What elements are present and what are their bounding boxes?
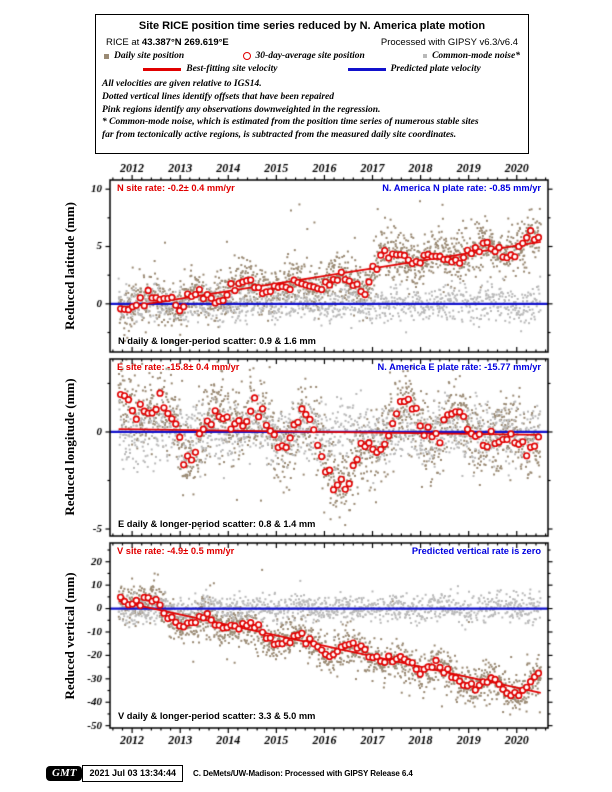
footer: GMT 2021 Jul 03 13:34:44 C. DeMets/UW-Ma… xyxy=(46,765,413,782)
y-axis-label-latitude: Reduced latitude (mm) xyxy=(62,202,77,330)
site-coordinates: 43.387°N 269.619°E xyxy=(141,37,229,48)
header-subrow: RICE at 43.387°N 269.619°E Processed wit… xyxy=(102,37,522,48)
best-fit-line-icon xyxy=(143,67,182,71)
vertical-site-rate: V site rate: -4.9± 0.5 mm/yr xyxy=(117,546,235,556)
legend-30day-average: 30-day-average site position xyxy=(242,51,365,61)
header-box: Site RICE position time series reduced b… xyxy=(95,14,529,154)
average-position-marker-icon xyxy=(242,52,251,60)
east-site-rate: E site rate: -15.8± 0.4 mm/yr xyxy=(117,362,240,372)
east-plate-rate: N. America E plate rate: -15.77 mm/yr xyxy=(377,362,541,372)
legend-common-mode-label: Common-mode noise* xyxy=(432,51,520,61)
north-scatter-stats: N daily & longer-period scatter: 0.9 & 1… xyxy=(118,336,316,346)
timestamp: 2021 Jul 03 13:34:44 xyxy=(82,765,184,782)
legend-daily-position: Daily site position xyxy=(104,51,184,61)
panel-north-rate-row: N site rate: -0.2± 0.4 mm/yr N. America … xyxy=(112,183,546,193)
north-plate-rate: N. America N plate rate: -0.85 mm/yr xyxy=(382,183,541,193)
site-location: RICE at 43.387°N 269.619°E xyxy=(106,37,229,48)
y-axis-label-vertical: Reduced vertical (mm) xyxy=(62,572,77,700)
legend-predicted: Predicted plate velocity xyxy=(347,64,481,74)
gmt-logo: GMT xyxy=(46,766,83,781)
panel-east-rate-row: E site rate: -15.8± 0.4 mm/yr N. America… xyxy=(112,362,546,372)
predicted-line-icon xyxy=(347,67,386,71)
note-line: Dotted vertical lines identify offsets t… xyxy=(102,91,335,102)
legend-row-2: Best-fitting site velocity Predicted pla… xyxy=(102,64,522,74)
legend-row-1: Daily site position 30-day-average site … xyxy=(102,51,522,61)
vertical-scatter-stats: V daily & longer-period scatter: 3.3 & 5… xyxy=(118,711,316,721)
legend-average-label: 30-day-average site position xyxy=(255,51,365,61)
figure-title: Site RICE position time series reduced b… xyxy=(138,20,486,32)
legend-daily-label: Daily site position xyxy=(114,51,185,61)
legend-predicted-label: Predicted plate velocity xyxy=(390,64,481,74)
panel-vertical-rate-row: V site rate: -4.9± 0.5 mm/yr Predicted v… xyxy=(112,546,546,556)
processing-info: Processed with GIPSY v6.3/v6.4 xyxy=(380,37,518,48)
north-site-rate: N site rate: -0.2± 0.4 mm/yr xyxy=(117,183,235,193)
note-line: * Common-mode noise, which is estimated … xyxy=(102,117,479,128)
note-line: far from tectonically active regions, is… xyxy=(102,130,457,141)
credit-line: C. DeMets/UW-Madison: Processed with GIP… xyxy=(193,769,413,778)
legend-common-mode: Common-mode noise* xyxy=(423,51,520,61)
note-line: Pink regions identify any observations d… xyxy=(102,104,381,115)
legend-best-fit-label: Best-fitting site velocity xyxy=(186,64,278,74)
y-axis-label-longitude: Reduced longitude (mm) xyxy=(62,378,77,516)
note-line: All velocities are given relative to IGS… xyxy=(102,79,262,89)
east-scatter-stats: E daily & longer-period scatter: 0.8 & 1… xyxy=(118,519,316,529)
vertical-plate-rate: Predicted vertical rate is zero xyxy=(411,546,541,556)
common-mode-marker-icon xyxy=(423,54,428,58)
site-prefix: RICE at xyxy=(106,37,140,48)
daily-position-marker-icon xyxy=(104,53,109,59)
figure-notes: All velocities are given relative to IGS… xyxy=(102,78,522,142)
legend-best-fit: Best-fitting site velocity xyxy=(143,64,278,74)
